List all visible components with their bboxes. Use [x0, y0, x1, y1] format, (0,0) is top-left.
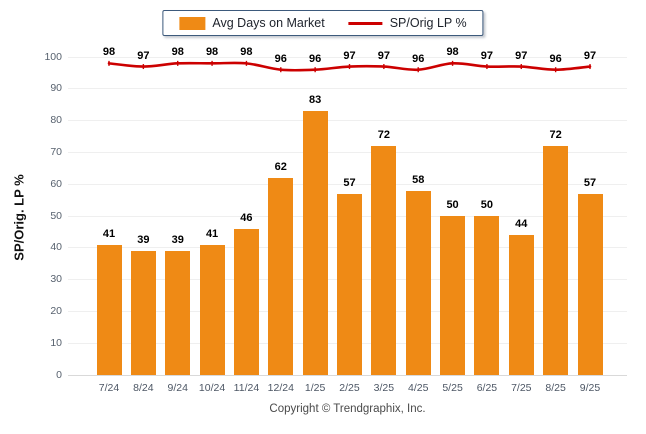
bar-value-label: 41 [102, 227, 116, 240]
line-value-label: 98 [171, 46, 184, 59]
gridline [68, 183, 627, 185]
x-tick-label: 3/25 [373, 382, 395, 394]
copyright-text: Copyright © Trendgraphix, Inc. [269, 403, 426, 415]
gridline [68, 88, 627, 90]
bar-value-label: 50 [446, 199, 459, 211]
bar-value-label: 58 [412, 173, 425, 186]
x-tick-label: 9/24 [167, 382, 188, 394]
y-tick-label: 0 [56, 368, 62, 381]
bar-value-label: 72 [549, 129, 562, 142]
line-value-label: 98 [446, 46, 459, 59]
bar-value-label: 57 [583, 176, 597, 189]
bar-value-label: 50 [480, 199, 494, 211]
x-tick-label: 10/24 [198, 382, 226, 394]
y-tick-label: 20 [50, 304, 62, 317]
x-tick-label: 12/24 [267, 382, 294, 394]
legend: Avg Days on Market SP/Orig LP % [162, 10, 484, 36]
bar-value-label: 39 [137, 233, 150, 246]
bar-3/25 [371, 146, 397, 375]
y-tick-label: 90 [50, 82, 62, 95]
bar-9/25 [577, 193, 603, 375]
gridline [68, 120, 627, 122]
line-series-label: SP/Orig LP % [389, 16, 467, 30]
gridline [68, 151, 627, 153]
line-value-label: 97 [343, 49, 356, 62]
bar-value-label: 57 [343, 176, 356, 189]
line-value-label: 97 [377, 49, 390, 62]
bar-10/24 [199, 244, 225, 375]
line-value-label: 98 [240, 46, 253, 59]
y-tick-label: 10 [50, 336, 62, 349]
bar-value-label: 44 [515, 218, 528, 231]
x-tick-label: 4/25 [407, 382, 429, 394]
bar-9/24 [165, 250, 191, 375]
y-tick-label: 80 [50, 114, 62, 127]
gridline [68, 56, 627, 58]
bar-6/25 [474, 216, 500, 375]
x-tick-label: 7/24 [98, 382, 120, 394]
bar-7/25 [508, 235, 534, 375]
bar-8/24 [130, 250, 156, 375]
line-value-label: 96 [274, 52, 287, 65]
line-value-label: 96 [309, 52, 322, 65]
bar-4/25 [405, 190, 431, 375]
x-tick-label: 11/24 [233, 382, 260, 394]
legend-item-bar: Avg Days on Market [179, 16, 325, 30]
bar-series-label: Avg Days on Market [212, 16, 325, 30]
x-tick-label: 2/25 [339, 382, 360, 394]
bar-value-label: 41 [205, 227, 219, 240]
bar-7/24 [96, 244, 122, 375]
x-tick-label: 7/25 [511, 382, 532, 394]
bar-5/25 [440, 216, 466, 375]
bar-series-swatch [179, 16, 206, 30]
x-tick-label: 9/25 [579, 382, 601, 394]
line-value-label: 96 [412, 52, 425, 65]
y-tick-label: 30 [50, 273, 62, 286]
bar-value-label: 72 [377, 129, 390, 142]
bar-8/25 [543, 146, 569, 375]
x-tick-label: 5/25 [442, 382, 463, 394]
y-tick-label: 100 [44, 50, 62, 63]
x-tick-label: 8/25 [545, 382, 566, 394]
bar-12/24 [268, 177, 294, 375]
bar-value-label: 39 [171, 233, 184, 246]
y-tick-label: 70 [50, 145, 62, 158]
bar-1/25 [302, 111, 328, 375]
bar-value-label: 83 [309, 94, 322, 107]
x-tick-label: 6/25 [476, 382, 498, 394]
line-series-swatch [348, 21, 383, 25]
bar-2/25 [337, 193, 362, 375]
line-value-label: 97 [583, 49, 597, 62]
x-tick-label: 1/25 [304, 382, 326, 394]
bar-value-label: 62 [274, 160, 287, 173]
line-value-label: 97 [137, 49, 150, 62]
bar-value-label: 46 [240, 211, 253, 224]
line-value-label: 97 [480, 49, 494, 62]
line-value-label: 98 [205, 46, 219, 59]
line-value-label: 96 [549, 52, 562, 65]
y-tick-label: 50 [50, 209, 62, 222]
legend-item-line: SP/Orig LP % [348, 16, 467, 30]
x-axis-baseline [68, 374, 627, 376]
line-value-label: 97 [515, 49, 528, 62]
x-tick-label: 8/24 [133, 382, 154, 394]
y-tick-label: 40 [50, 241, 62, 254]
y-tick-label: 60 [50, 177, 62, 190]
bar-11/24 [233, 228, 259, 375]
line-value-label: 98 [102, 46, 116, 59]
